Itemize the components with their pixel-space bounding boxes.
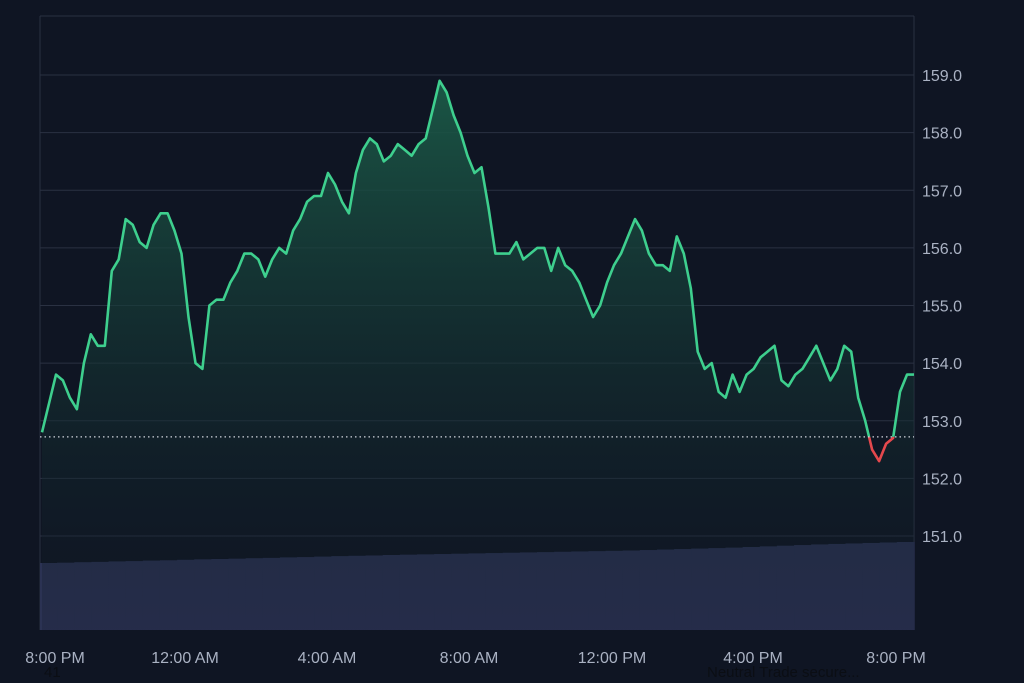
y-axis: 151.0 152.0 153.0 154.0 155.0 156.0 157.0 158.0…	[922, 68, 962, 546]
x-tick-label: 8:00 AM	[440, 650, 499, 667]
x-tick-label: 8:00 PM	[866, 650, 926, 667]
x-tick-label: 4:00 PM	[723, 650, 783, 667]
x-tick-label: 4:00 AM	[298, 650, 357, 667]
y-tick-label: 153.0	[922, 414, 962, 431]
footer-right-text: Neutral Trade secure...	[707, 664, 860, 681]
price-area	[42, 80, 914, 631]
y-tick-label: 157.0	[922, 183, 962, 200]
price-line-group	[40, 79, 914, 463]
y-tick-label: 156.0	[922, 241, 962, 258]
y-tick-label: 159.0	[922, 68, 962, 85]
price-line	[40, 79, 914, 437]
x-tick-label: 8:00 PM	[25, 650, 85, 667]
y-tick-label: 152.0	[922, 471, 962, 488]
x-axis: 8:00 PM 12:00 AM 4:00 AM 8:00 AM 12:00 PM 4:0…	[25, 650, 926, 667]
x-tick-label: 12:00 PM	[578, 650, 646, 667]
y-tick-label: 158.0	[922, 126, 962, 143]
x-tick-label: 12:00 AM	[151, 650, 219, 667]
y-tick-label: 155.0	[922, 299, 962, 316]
price-area-fill	[42, 80, 914, 631]
footer-left-text: 41	[44, 664, 61, 681]
y-tick-label: 154.0	[922, 356, 962, 373]
y-tick-label: 151.0	[922, 529, 962, 546]
